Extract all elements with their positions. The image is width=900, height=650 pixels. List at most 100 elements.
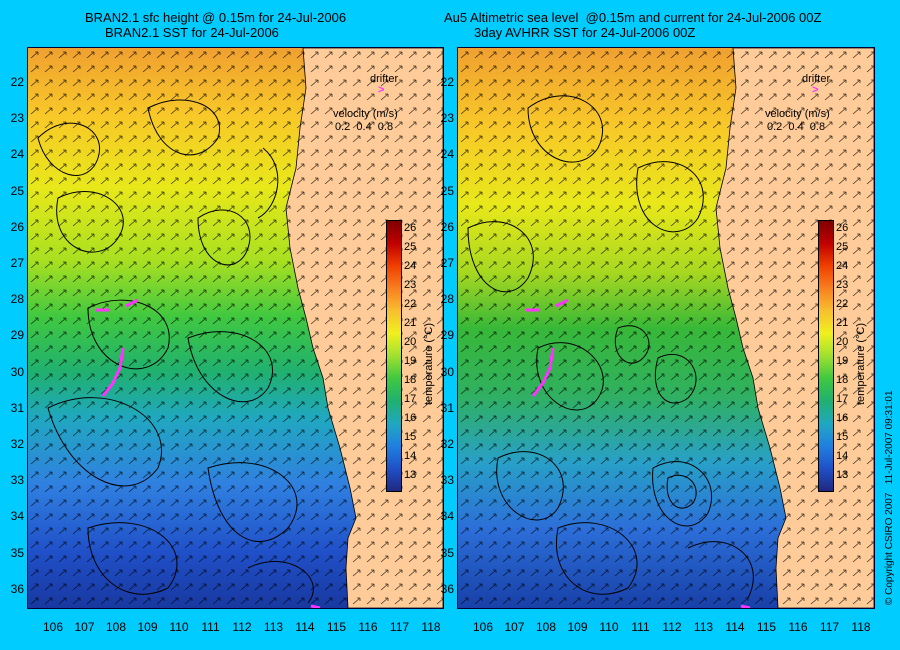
cb-tick-24: 24 xyxy=(404,260,417,272)
lon-label-114: 114 xyxy=(725,620,745,634)
lat-label-28: 28 xyxy=(440,292,454,307)
lat-label-23: 23 xyxy=(10,111,24,126)
lat-label-28: 28 xyxy=(10,292,24,307)
lat-label-24: 24 xyxy=(440,147,454,162)
lat-label-26: 26 xyxy=(440,219,454,234)
left-title-line2: BRAN2.1 SST for 24-Jul-2006 xyxy=(105,25,279,40)
left-map-svg xyxy=(28,48,443,608)
lon-label-112: 112 xyxy=(232,620,252,634)
lat-label-25: 25 xyxy=(440,183,454,198)
lon-label-117: 117 xyxy=(389,620,410,634)
lon-label-108: 108 xyxy=(105,620,127,634)
cb-tick-22: 22 xyxy=(836,298,849,310)
cb-tick-21: 21 xyxy=(836,317,849,329)
sea-level-contours xyxy=(37,99,314,604)
velocity-scale-right: 0.2 0.4 0.8 xyxy=(767,121,826,133)
cb-tick-26: 26 xyxy=(404,222,417,234)
lon-label-111: 111 xyxy=(631,620,650,634)
cb-tick-24: 24 xyxy=(836,260,849,272)
lat-label-26: 26 xyxy=(10,219,24,234)
cb-tick-25: 25 xyxy=(404,241,417,253)
lat-label-24: 24 xyxy=(10,147,24,162)
velocity-label-left: velocity (m/s) xyxy=(333,108,398,120)
colorbar-right xyxy=(818,220,834,492)
copyright-notice: © Copyright CSIRO 2007 11-Jul-2007 09:31… xyxy=(884,390,895,605)
colorbar-left xyxy=(386,220,402,492)
lon-label-111: 111 xyxy=(201,620,220,634)
lat-label-30: 30 xyxy=(10,364,24,379)
cb-tick-25: 25 xyxy=(836,241,849,253)
lat-label-36: 36 xyxy=(440,581,454,596)
lat-label-33: 33 xyxy=(10,473,24,488)
lon-label-118: 118 xyxy=(421,620,441,634)
lon-label-107: 107 xyxy=(504,620,525,634)
lat-label-33: 33 xyxy=(440,473,454,488)
drifter-tracks xyxy=(526,298,751,608)
lon-label-106: 106 xyxy=(472,620,494,634)
lon-label-107: 107 xyxy=(74,620,95,634)
colorbar-unit-left: temperature (°C) xyxy=(423,322,435,405)
cb-tick-20: 20 xyxy=(404,336,417,348)
lat-label-22: 22 xyxy=(10,75,24,89)
drifter-marker-left: > xyxy=(378,84,385,96)
lat-label-32: 32 xyxy=(10,437,24,451)
cb-tick-23: 23 xyxy=(836,279,849,291)
lon-label-110: 110 xyxy=(169,620,189,634)
lat-label-29: 29 xyxy=(10,328,24,343)
cb-tick-19: 19 xyxy=(404,355,417,367)
lon-label-117: 117 xyxy=(819,620,840,634)
right-map-panel xyxy=(457,47,875,609)
lon-label-110: 110 xyxy=(599,620,619,634)
cb-tick-21: 21 xyxy=(404,317,417,329)
cb-tick-20: 20 xyxy=(836,336,849,348)
lat-label-34: 34 xyxy=(10,509,24,524)
cb-tick-13: 13 xyxy=(836,469,849,481)
lon-label-112: 112 xyxy=(662,620,682,634)
lat-label-25: 25 xyxy=(10,183,24,198)
cb-tick-13: 13 xyxy=(404,469,417,481)
current-vectors xyxy=(458,48,874,608)
lon-label-108: 108 xyxy=(535,620,557,634)
cb-tick-18: 18 xyxy=(404,374,417,386)
lat-label-23: 23 xyxy=(440,111,454,126)
lon-label-109: 109 xyxy=(137,620,158,634)
lat-label-27: 27 xyxy=(440,256,454,270)
velocity-scale-left: 0.2 0.4 0.8 xyxy=(335,121,394,133)
lon-label-113: 113 xyxy=(693,620,714,634)
right-title-line1: Au5 Altimetric sea level @0.15m and curr… xyxy=(444,10,822,25)
drifter-label-left: drifter xyxy=(370,73,399,85)
cb-tick-14: 14 xyxy=(836,450,849,462)
left-map-panel xyxy=(27,47,444,609)
lat-label-35: 35 xyxy=(10,545,24,560)
current-vectors xyxy=(28,48,443,608)
sea-level-contours xyxy=(467,95,754,599)
lon-label-115: 115 xyxy=(756,620,777,634)
lat-label-31: 31 xyxy=(10,400,24,415)
lat-label-34: 34 xyxy=(440,509,454,524)
lon-label-109: 109 xyxy=(567,620,588,634)
colorbar-unit-right: temperature (°C) xyxy=(855,322,867,405)
lon-label-106: 106 xyxy=(42,620,64,634)
right-map-svg xyxy=(458,48,874,608)
lon-label-116: 116 xyxy=(788,620,808,634)
cb-tick-15: 15 xyxy=(404,431,417,443)
cb-tick-17: 17 xyxy=(404,393,417,405)
lon-label-116: 116 xyxy=(358,620,378,634)
drifter-marker-right: > xyxy=(812,84,819,96)
lat-label-27: 27 xyxy=(10,256,24,270)
cb-tick-18: 18 xyxy=(836,374,849,386)
cb-tick-15: 15 xyxy=(836,431,849,443)
lat-label-30: 30 xyxy=(440,364,454,379)
lon-label-113: 113 xyxy=(263,620,284,634)
lat-label-32: 32 xyxy=(440,437,454,451)
lat-label-35: 35 xyxy=(440,545,454,560)
cb-tick-26: 26 xyxy=(836,222,849,234)
cb-tick-19: 19 xyxy=(836,355,849,367)
cb-tick-23: 23 xyxy=(404,279,417,291)
drifter-label-right: drifter xyxy=(802,73,831,85)
cb-tick-16: 16 xyxy=(836,412,849,424)
cb-tick-14: 14 xyxy=(404,450,417,462)
cb-tick-17: 17 xyxy=(836,393,849,405)
lat-label-31: 31 xyxy=(440,400,454,415)
lat-label-22: 22 xyxy=(440,75,454,89)
